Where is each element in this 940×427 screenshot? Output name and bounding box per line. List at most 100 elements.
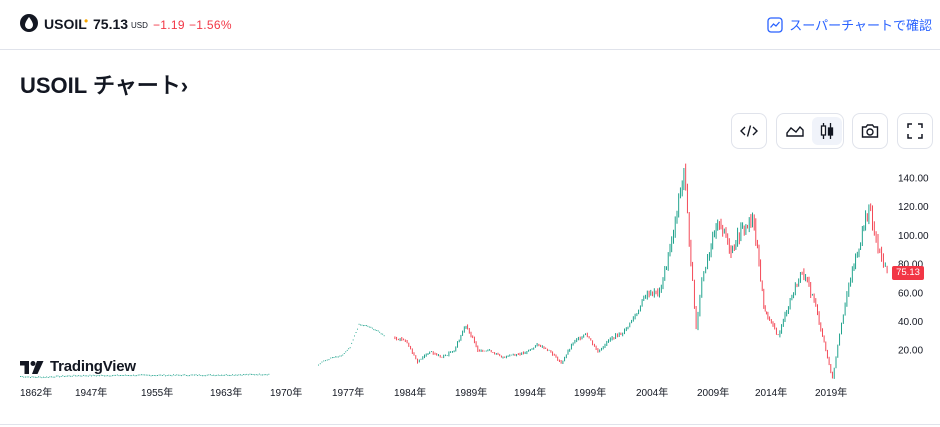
price-point [224,374,226,376]
price-point [249,373,251,375]
x-tick-label: 1989年 [455,386,487,399]
price-point [205,375,207,377]
price-point [36,377,38,378]
price-point [349,347,351,349]
price-point [62,375,64,377]
supercharts-link[interactable]: スーパーチャートで確認 [767,15,932,34]
price-point [147,374,149,376]
price-point [225,374,227,376]
price-point [110,375,112,377]
price-point [266,374,268,376]
last-price: 75.13 [93,16,129,32]
price-point [342,354,344,356]
price-point [152,375,154,376]
price-point [244,374,246,376]
price-point [99,375,100,377]
price-point [174,374,176,376]
candlestick-button[interactable] [812,117,842,145]
price-point [368,326,370,328]
price-point [94,375,96,377]
chart-line-icon [767,16,783,33]
price-point [337,356,339,358]
divider [0,424,940,425]
price-point [63,376,65,377]
area-chart-icon [786,125,804,137]
candlestick-icon [820,123,834,139]
y-tick-label: 20.00 [898,346,923,357]
price-point [197,375,199,376]
price-point [357,328,358,330]
price-point [25,376,26,378]
price-point [133,374,134,376]
price-point [371,327,373,329]
price-point [185,375,187,376]
price-point [182,374,184,376]
price-point [184,374,186,376]
price-point [128,375,129,376]
x-tick-label: 1947年 [75,386,107,399]
chart-canvas[interactable]: 140.00 120.00 100.00 80.00 60.00 40.00 20.00 1… [0,155,940,427]
price-point [325,360,326,362]
price-point [176,374,178,376]
x-tick-label: 2019年 [815,386,847,399]
price-point [149,374,150,376]
x-tick-label: 1862年 [20,386,52,399]
price-point [208,374,210,376]
price-point [241,374,243,376]
price-point [179,374,181,376]
x-tick-label: 1999年 [574,386,606,399]
price-point [23,376,25,378]
price-point [354,335,355,337]
price-point [79,375,81,377]
price-point [155,375,157,377]
tradingview-wordmark: TradingView [50,358,136,375]
price-point [150,375,152,377]
price-point [141,374,142,376]
price-point [330,357,332,359]
tradingview-logo[interactable]: TradingView [20,358,136,375]
price-point [161,375,163,376]
price-point [76,375,78,377]
tradingview-mark-icon [20,360,44,374]
price-chart[interactable]: 140.00 120.00 100.00 80.00 60.00 40.00 20.00 1… [0,155,940,427]
price-point [78,375,80,377]
x-tick-label: 2014年 [755,386,787,399]
price-point [230,375,232,376]
chart-title: USOIL チャート [20,73,181,98]
price-point [227,374,229,376]
price-point [169,374,171,376]
price-point [328,359,330,361]
price-point [260,374,262,376]
supercharts-link-label: スーパーチャートで確認 [789,18,932,33]
fullscreen-button[interactable] [897,113,933,149]
price-point [187,375,189,377]
code-icon [740,125,758,137]
chart-title-link[interactable]: USOIL チャート› [20,68,188,100]
area-chart-button[interactable] [780,117,810,145]
price-point [131,375,133,377]
price-point [335,356,336,358]
camera-icon [861,124,879,138]
price-point [65,375,67,377]
price-point [370,326,372,328]
price-point [92,374,94,376]
price-point [376,330,378,331]
price-point [102,375,104,376]
snapshot-button[interactable] [852,113,888,149]
price-point [360,324,361,326]
price-point [144,374,146,376]
x-tick-label: 1970年 [270,386,302,399]
price-point [31,376,33,378]
price-point [43,376,44,378]
price-point [364,325,366,326]
price-point [70,375,72,377]
price-point [121,375,123,376]
price-point [243,374,245,375]
price-point [168,374,170,376]
last-price-label: 75.13 [892,266,924,280]
embed-button[interactable] [731,113,767,149]
price-point [91,375,92,377]
symbol-name: USOIL [44,16,87,32]
price-point [254,374,256,376]
price-point [265,374,267,376]
